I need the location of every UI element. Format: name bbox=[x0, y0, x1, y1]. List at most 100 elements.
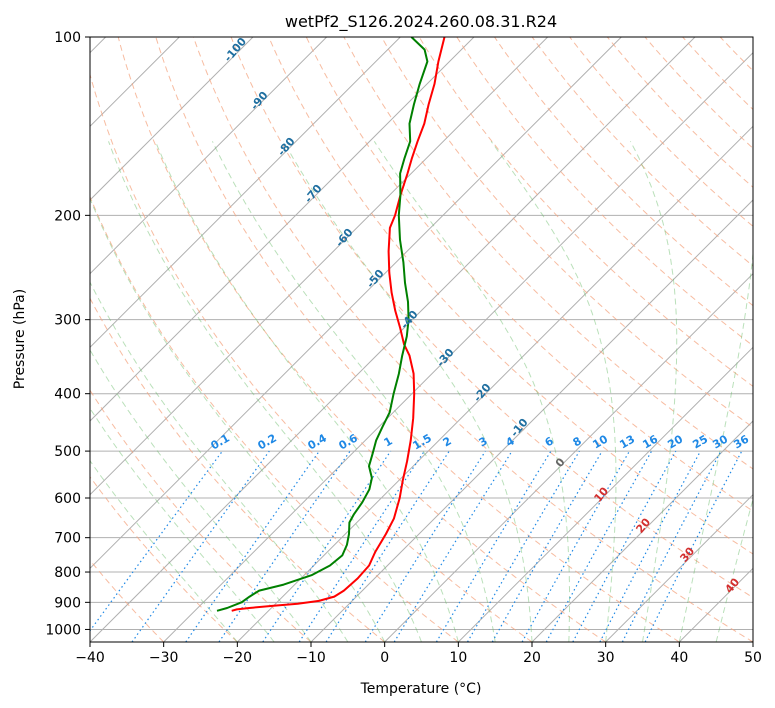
moist-adiabat bbox=[715, 497, 753, 642]
mixing-ratio-line bbox=[364, 450, 486, 642]
mixing-ratio-label: 25 bbox=[690, 433, 710, 452]
isotherm-line bbox=[90, 37, 254, 201]
dry-adiabat-label: -20 bbox=[471, 381, 494, 405]
adiabats bbox=[90, 37, 775, 642]
mixing-ratio-line bbox=[435, 450, 552, 642]
mixing-ratio-line bbox=[90, 450, 223, 632]
mixing-ratio-line bbox=[325, 450, 450, 642]
dry-adiabat bbox=[192, 37, 753, 642]
isotherm-line bbox=[384, 272, 753, 642]
mixing-ratio-label: 8 bbox=[571, 434, 584, 449]
isotherm-line bbox=[90, 37, 549, 496]
dry-adiabat-label: -90 bbox=[248, 89, 271, 113]
y-tick-label: 300 bbox=[54, 313, 81, 329]
y-tick-label: 600 bbox=[54, 491, 81, 507]
x-tick-label: 40 bbox=[670, 650, 688, 666]
y-tick-label: 800 bbox=[54, 565, 81, 581]
mixing-ratio-line bbox=[262, 450, 392, 642]
x-axis-label: Temperature (°C) bbox=[360, 681, 482, 697]
x-axis: −40 −30 −20 −10 0 10 20 30 40 50 bbox=[75, 642, 762, 666]
mixing-ratio-label: 1 bbox=[382, 434, 395, 449]
mixing-ratio-lines bbox=[90, 450, 743, 642]
line-labels: -100-90-80-70-60-50-40-30-20-10010203040… bbox=[209, 35, 752, 596]
mixing-ratio-line bbox=[644, 450, 743, 642]
mixing-ratio-line bbox=[393, 450, 513, 642]
moist-adiabat bbox=[90, 281, 349, 642]
dry-adiabat bbox=[343, 37, 753, 470]
x-tick-label: 0 bbox=[380, 650, 389, 666]
grid bbox=[90, 37, 753, 642]
chart-title: wetPf2_S126.2024.260.08.31.R24 bbox=[285, 12, 557, 32]
moist-adiabat bbox=[108, 141, 422, 642]
mixing-ratio-line bbox=[599, 450, 702, 642]
dry-adiabat bbox=[494, 37, 753, 307]
dry-adiabat bbox=[90, 195, 459, 642]
dry-adiabat bbox=[90, 476, 238, 642]
moist-adiabat bbox=[629, 141, 678, 642]
isotherm-line bbox=[605, 493, 753, 642]
dry-adiabat bbox=[90, 72, 533, 642]
isotherm-line bbox=[310, 199, 753, 642]
y-tick-label: 700 bbox=[54, 531, 81, 547]
x-tick-label: −40 bbox=[75, 650, 105, 666]
mixing-ratio-label: 30 bbox=[710, 432, 730, 451]
dry-adiabat bbox=[719, 37, 753, 72]
x-tick-label: −20 bbox=[223, 650, 253, 666]
mixing-ratio-line bbox=[131, 450, 270, 642]
mixing-ratio-label: 10 bbox=[590, 432, 610, 451]
mixing-ratio-line bbox=[572, 450, 677, 642]
dry-adiabat bbox=[155, 37, 680, 642]
isotherm-line bbox=[752, 641, 753, 642]
isotherm-line bbox=[90, 37, 401, 349]
isotherm-line bbox=[90, 37, 475, 422]
moist-adiabat bbox=[154, 141, 459, 642]
dry-adiabat bbox=[90, 297, 386, 642]
x-tick-label: 30 bbox=[597, 650, 615, 666]
moist-adiabat bbox=[283, 141, 533, 642]
profiles bbox=[216, 37, 446, 612]
dry-adiabat-label: -80 bbox=[275, 135, 298, 159]
moist-adiabat bbox=[373, 141, 570, 642]
x-tick-label: −30 bbox=[149, 650, 179, 666]
mixing-ratio-line bbox=[298, 450, 425, 642]
moist-adiabat bbox=[90, 459, 238, 642]
mixing-ratio-line bbox=[185, 450, 320, 642]
dry-adiabat bbox=[117, 37, 606, 642]
dry-adiabat-label: -70 bbox=[302, 182, 325, 206]
x-tick-label: −10 bbox=[296, 650, 326, 666]
dry-adiabat-label: -40 bbox=[398, 308, 421, 332]
isotherm-line bbox=[90, 37, 328, 275]
isotherm-line bbox=[90, 37, 696, 642]
mixing-ratio-line bbox=[521, 450, 631, 642]
dry-adiabat-label: -30 bbox=[434, 346, 457, 370]
mixing-ratio-label: 0.2 bbox=[256, 431, 279, 452]
mixing-ratio-line bbox=[466, 450, 580, 642]
y-tick-label: 500 bbox=[54, 444, 81, 460]
isotherm-line bbox=[531, 420, 753, 642]
moist-adiabat-label: 40 bbox=[722, 575, 742, 595]
mixing-ratio-label: 2 bbox=[441, 434, 454, 449]
dry-adiabat-label: -100 bbox=[221, 35, 249, 65]
moist-adiabat bbox=[90, 407, 275, 642]
moist-adiabat bbox=[490, 141, 617, 642]
moist-adiabat bbox=[90, 197, 386, 642]
isotherm-line bbox=[90, 37, 622, 570]
mixing-ratio-label: 36 bbox=[731, 432, 751, 451]
plot-frame bbox=[89, 36, 754, 643]
dry-adiabat bbox=[90, 389, 312, 642]
dry-adiabat-label: -60 bbox=[333, 226, 356, 250]
mixing-ratio-label: 0.1 bbox=[209, 431, 232, 452]
x-tick-label: 20 bbox=[523, 650, 541, 666]
dry-adiabat bbox=[758, 37, 775, 642]
moist-adiabat-label: 20 bbox=[633, 515, 653, 535]
dry-adiabat bbox=[230, 37, 753, 599]
mixing-ratio-line bbox=[218, 450, 351, 642]
y-tick-label: 1000 bbox=[45, 622, 81, 638]
moist-adiabat bbox=[678, 249, 753, 642]
y-tick-label: 100 bbox=[54, 30, 81, 46]
dewpoint-profile bbox=[216, 37, 429, 612]
y-axis: 100 200 300 400 500 600 700 800 900 1000 bbox=[45, 30, 90, 638]
moist-adiabat bbox=[90, 349, 312, 642]
dry-adiabat bbox=[381, 37, 753, 428]
dry-adiabat bbox=[644, 37, 753, 150]
